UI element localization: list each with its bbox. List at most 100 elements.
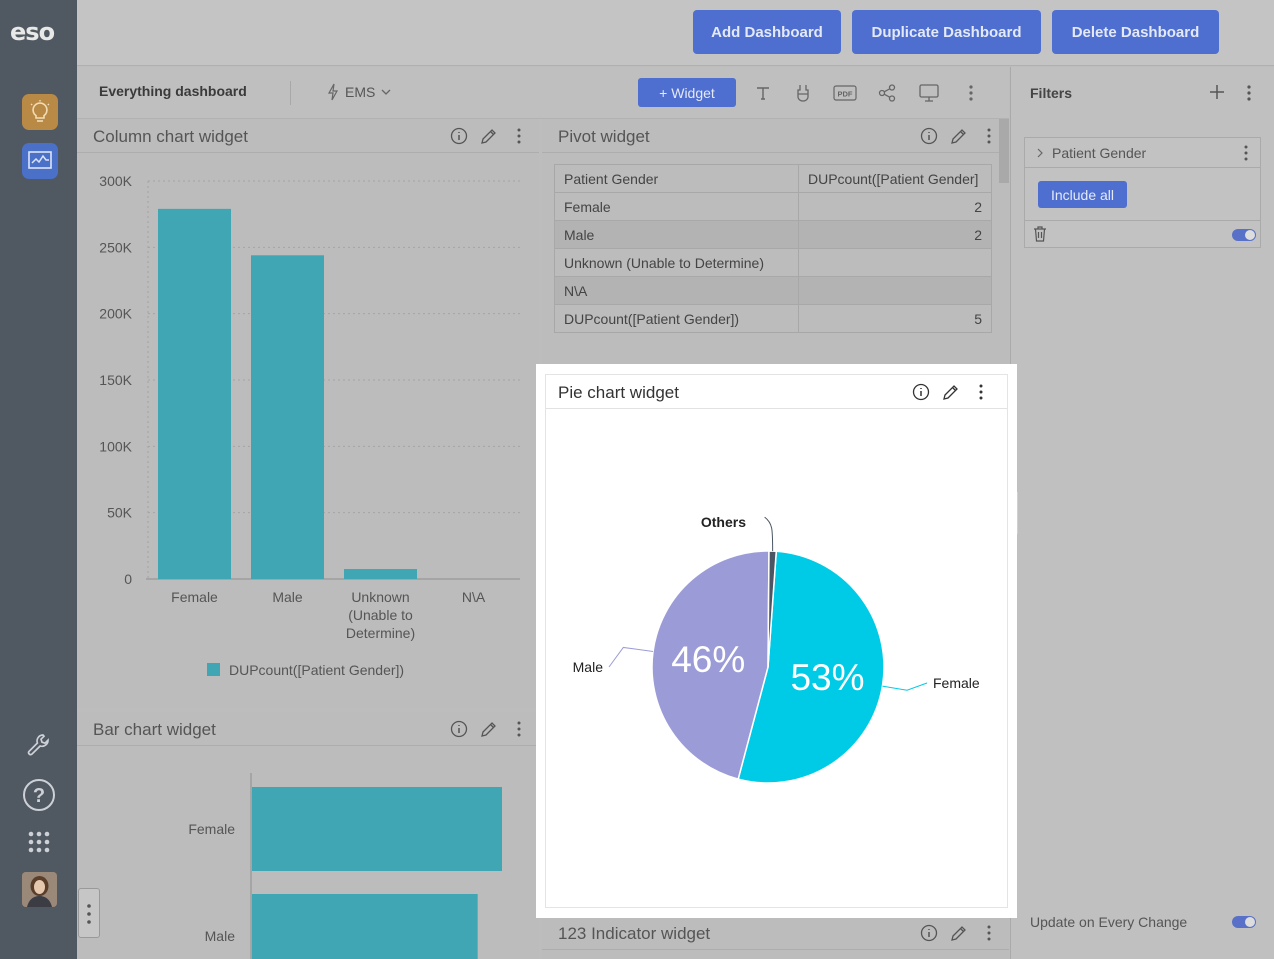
filter-card-header[interactable]: Patient Gender xyxy=(1025,138,1260,168)
pie-category-label: Others xyxy=(701,514,746,530)
pencil-icon xyxy=(481,722,496,737)
pie-percent-label: 53% xyxy=(790,657,864,698)
kebab-menu-icon xyxy=(517,128,521,144)
widget-edit-button[interactable] xyxy=(941,382,961,402)
user-avatar[interactable] xyxy=(22,872,57,907)
column-chart: 0 50K 100K 150K 200K 250K 300K Female Male Unknow… xyxy=(99,173,520,678)
pivot-scrollbar[interactable] xyxy=(999,119,1009,183)
pivot-cell: N\A xyxy=(554,276,799,305)
pivot-table: Patient Gender DUPcount([Patient Gender]… xyxy=(554,164,992,333)
widget-title: Pivot widget xyxy=(558,127,650,146)
kebab-menu-icon xyxy=(1244,145,1248,161)
dashboard-title: Everything dashboard xyxy=(99,83,247,99)
delete-filter-button[interactable] xyxy=(1033,226,1047,247)
text-tool-button[interactable] xyxy=(751,81,775,105)
widget-title: Pie chart widget xyxy=(558,383,679,402)
widget-edit-button[interactable] xyxy=(479,719,499,739)
widget-more-button[interactable] xyxy=(979,126,999,146)
widget-edit-button[interactable] xyxy=(949,923,969,943)
pie-leader-line xyxy=(608,646,654,668)
widget-title: Column chart widget xyxy=(93,127,248,146)
info-icon xyxy=(450,127,468,145)
datasource-selector[interactable]: EMS xyxy=(327,83,391,101)
widget-info-button[interactable] xyxy=(919,923,939,943)
y-tick-label: 100K xyxy=(99,438,132,454)
info-icon xyxy=(450,720,468,738)
x-tick-label-line: N\A xyxy=(462,589,486,605)
pivot-cell: 2 xyxy=(798,220,992,249)
svg-text:?: ? xyxy=(33,785,45,807)
horizontal-bar xyxy=(252,894,478,959)
filter-name: Patient Gender xyxy=(1052,145,1147,161)
column-bar xyxy=(158,208,231,580)
x-tick-label: Unknown (Unable to Determine) xyxy=(346,589,415,641)
y-tick-label: 150K xyxy=(99,372,132,388)
resize-handle[interactable] xyxy=(78,888,100,938)
add-widget-button[interactable]: + Widget xyxy=(638,78,736,107)
widget-info-button[interactable] xyxy=(919,126,939,146)
y-tick-label: 250K xyxy=(99,239,132,255)
filter-enable-toggle[interactable] xyxy=(1232,229,1256,241)
widget-more-button[interactable] xyxy=(971,382,991,402)
widget-info-button[interactable] xyxy=(449,126,469,146)
pivot-cell xyxy=(798,276,992,305)
x-tick-label: Female xyxy=(171,589,218,605)
kebab-menu-icon xyxy=(987,128,991,144)
legend-label: DUPcount([Patient Gender]) xyxy=(229,662,404,678)
eso-logo: eso xyxy=(10,18,55,46)
pivot-total-row: DUPcount([Patient Gender]) 5 xyxy=(554,304,992,333)
widget-edit-button[interactable] xyxy=(479,126,499,146)
y-tick-label: 200K xyxy=(99,306,132,322)
pivot-row: Female 2 xyxy=(554,192,992,221)
lightning-icon xyxy=(327,83,339,101)
y-tick-label: 0 xyxy=(124,571,132,587)
duplicate-dashboard-button[interactable]: Duplicate Dashboard xyxy=(852,10,1041,54)
widget-info-button[interactable] xyxy=(449,719,469,739)
kebab-menu-icon xyxy=(987,925,991,941)
x-tick-label: N\A xyxy=(462,589,486,605)
column-chart-widget: Column chart widget 0 50K 100K 150K 200K 250K… xyxy=(77,119,539,708)
x-tick-label-line: Unknown xyxy=(351,589,409,605)
y-tick-label: Male xyxy=(205,928,236,944)
bar-chart-widget: Bar chart widget Female Male xyxy=(77,712,539,959)
share-button[interactable] xyxy=(875,81,899,105)
insights-button[interactable] xyxy=(22,94,58,130)
left-rail: eso ? xyxy=(0,0,77,959)
add-filter-button[interactable] xyxy=(1209,84,1225,105)
pdf-export-button[interactable]: PDF xyxy=(833,81,857,105)
pivot-cell: Female xyxy=(554,192,799,221)
pencil-icon xyxy=(951,926,966,941)
plus-icon xyxy=(1210,85,1224,99)
widget-info-button[interactable] xyxy=(911,382,931,402)
chevron-right-icon xyxy=(1037,148,1043,158)
help-button[interactable]: ? xyxy=(22,778,56,812)
widget-header: Pie chart widget xyxy=(546,375,1007,409)
wrench-icon xyxy=(27,734,49,756)
x-tick-label: Male xyxy=(272,589,303,605)
delete-dashboard-button[interactable]: Delete Dashboard xyxy=(1052,10,1219,54)
analytics-button[interactable] xyxy=(22,143,58,179)
present-mode-button[interactable] xyxy=(917,81,941,105)
filter-card: Patient Gender Include all xyxy=(1024,137,1261,248)
pivot-header-cell: DUPcount([Patient Gender] xyxy=(798,164,992,193)
pivot-cell: Male xyxy=(554,220,799,249)
widget-more-button[interactable] xyxy=(509,126,529,146)
lightbulb-icon xyxy=(30,100,50,122)
filters-panel: Filters Patient Gender Include all Updat… xyxy=(1010,67,1274,959)
widget-more-button[interactable] xyxy=(979,923,999,943)
widget-more-button[interactable] xyxy=(509,719,529,739)
toolbar-more-button[interactable] xyxy=(959,81,983,105)
pie-category-label: Female xyxy=(933,675,980,691)
update-on-change-toggle[interactable] xyxy=(1232,916,1256,928)
pie-leader-line xyxy=(764,516,774,552)
tools-button[interactable] xyxy=(22,729,56,763)
design-tool-button[interactable] xyxy=(791,81,815,105)
apps-button[interactable] xyxy=(22,825,56,859)
pie-leader-line xyxy=(882,682,928,691)
widget-edit-button[interactable] xyxy=(949,126,969,146)
horizontal-bar xyxy=(252,787,502,871)
pencil-icon xyxy=(951,129,966,144)
include-all-button[interactable]: Include all xyxy=(1038,181,1127,208)
filters-more-button[interactable] xyxy=(1247,85,1251,106)
add-dashboard-button[interactable]: Add Dashboard xyxy=(693,10,841,54)
